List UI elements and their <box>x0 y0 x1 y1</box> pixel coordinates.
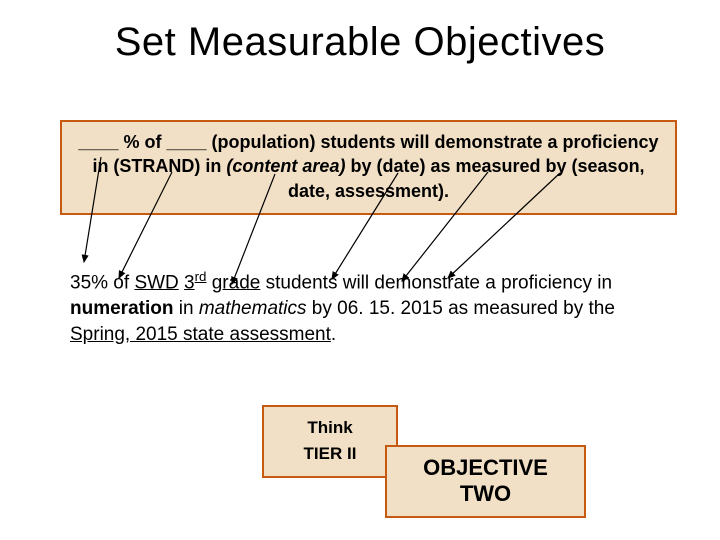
objective-template-text: ____ % of ____ (population) students wil… <box>78 132 658 201</box>
think-tier-box: Think TIER II <box>262 405 398 478</box>
objective-template-box: ____ % of ____ (population) students wil… <box>60 120 677 215</box>
objective-box-line1: OBJECTIVE <box>393 455 578 481</box>
tier-label: TIER II <box>270 441 390 467</box>
page-title: Set Measurable Objectives <box>0 20 720 65</box>
think-label: Think <box>270 415 390 441</box>
objective-two-box: OBJECTIVE TWO <box>385 445 586 518</box>
example-objective-text: 35% of SWD 3rd grade students will demon… <box>70 268 650 347</box>
objective-box-line2: TWO <box>393 481 578 507</box>
